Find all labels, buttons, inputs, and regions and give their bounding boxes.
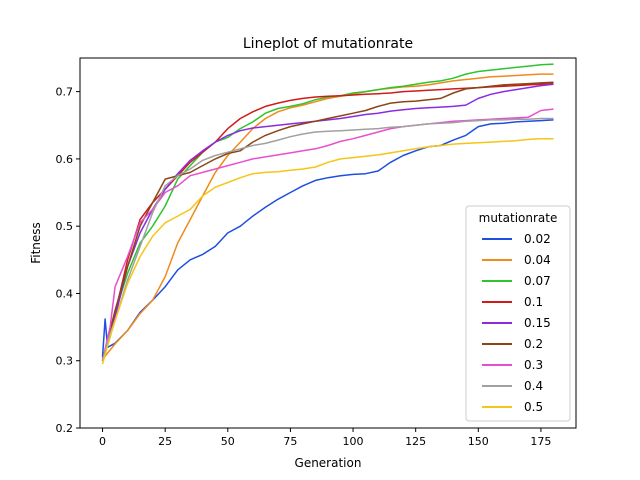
series-lines: [101, 63, 554, 365]
y-tick-label: 0.3: [56, 355, 74, 368]
chart-title: Lineplot of mutationrate: [243, 36, 413, 52]
legend-title: mutationrate: [479, 211, 558, 225]
legend-label: 0.07: [524, 274, 551, 288]
legend: mutationrate 0.020.040.070.10.150.20.30.…: [465, 205, 571, 422]
y-tick-label: 0.4: [56, 287, 74, 300]
y-tick-label: 0.6: [56, 153, 74, 166]
legend-label: 0.04: [524, 253, 551, 267]
x-tick-label: 150: [468, 435, 489, 448]
x-tick-label: 50: [221, 435, 235, 448]
series-line-0-04: [101, 73, 554, 360]
y-axis-label: Fitness: [29, 222, 43, 264]
x-axis-label: Generation: [295, 456, 362, 470]
series-line-0-5: [101, 137, 554, 365]
x-tick-label: 125: [405, 435, 426, 448]
x-tick-label: 175: [530, 435, 551, 448]
x-tick-label: 75: [283, 435, 297, 448]
legend-box: [465, 205, 571, 422]
legend-label: 0.5: [524, 400, 543, 414]
legend-label: 0.1: [524, 295, 543, 309]
legend-label: 0.3: [524, 358, 543, 372]
series-line-0-02: [101, 119, 554, 358]
series-line-0-2: [101, 81, 554, 361]
x-tick-label: 0: [99, 435, 106, 448]
x-axis-ticks: 0 25 50 75 100 125 150 175: [99, 428, 551, 448]
series-line-0-07: [101, 63, 554, 361]
legend-label: 0.02: [524, 232, 551, 246]
series-line-0-4: [101, 117, 554, 361]
y-axis-ticks: 0.2 0.3 0.4 0.5 0.6 0.7: [56, 86, 80, 435]
axes-frame: [79, 57, 577, 429]
legend-label: 0.2: [524, 337, 543, 351]
y-tick-label: 0.2: [56, 422, 74, 435]
x-tick-label: 100: [343, 435, 364, 448]
x-tick-label: 25: [158, 435, 172, 448]
legend-label: 0.15: [524, 316, 551, 330]
y-tick-label: 0.5: [56, 220, 74, 233]
legend-label: 0.4: [524, 379, 543, 393]
y-tick-label: 0.7: [56, 86, 74, 99]
legend-items: 0.02 0.04 0.07 0.1 0.15 0.2 0.3 0.4 0.5: [482, 232, 551, 414]
